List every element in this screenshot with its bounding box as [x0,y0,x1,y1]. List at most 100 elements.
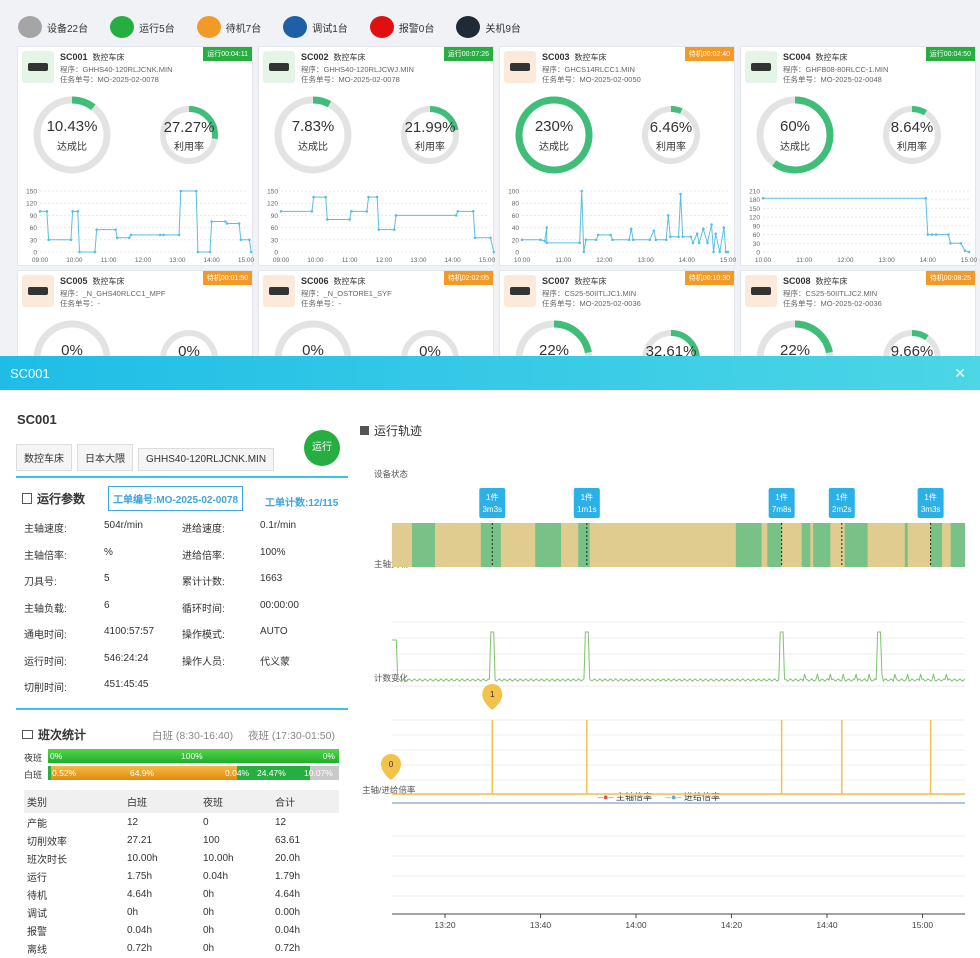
table-cell: 0h [127,906,139,918]
legend-item[interactable]: 调试1台 [283,16,348,38]
count-pin-label: 0 [389,760,394,769]
machine-card[interactable]: SC002 数控车床 程序：GHHS40-120RLJCWJ.MIN 任务单号：MO-… [258,46,495,266]
ring-svg [160,330,218,356]
chip-brand: 日本大隈 [77,444,133,471]
track-header: 运行轨迹 [360,422,422,439]
data-point [76,210,80,213]
count-pin-label: 1 [490,690,495,699]
program-line: 程序：GHCS14RLCC1.MIN [542,65,635,74]
param-label: 主轴倍率: [24,550,67,562]
machine-thumbnail [504,275,536,307]
ring-value: 21.99% [404,119,456,136]
data-point [710,223,713,226]
ring-value: 6.46% [649,119,693,136]
machine-card[interactable]: SC008 数控车床 程序：CS25-50IITLJC2.MIN 任务单号：MO-20… [740,270,976,356]
legend-dot [283,16,308,38]
ring-gauge: 8.64% 利用率 [881,104,943,166]
y-tick-label: 60 [271,225,279,232]
param-value: 6 [104,599,110,611]
ring-svg [33,96,111,174]
y-tick-label: 180 [749,197,760,204]
program-line: 程序：GHFB08-80RLCC-1.MIN [783,65,889,74]
order-number: 工单编号:MO-2025-02-0078 [108,486,244,511]
piece-marker-count: 1件 [486,492,498,502]
data-point [249,250,253,254]
ring-track [274,320,352,356]
ring-label: 达成比 [539,142,569,153]
machine-card-grid: SC001 数控车床 程序：GHHS40-120RLJCNK.MIN 任务单号：MO-… [16,46,980,356]
ring-value: 230% [534,118,574,135]
ring-gauge: 0%达成比 [32,319,112,356]
y-tick-label: 150 [26,189,37,196]
param-label: 主轴负载: [24,603,67,615]
ring-value: 0% [419,343,441,356]
data-point [375,195,379,199]
x-tick-label: 14:20 [721,920,743,930]
ring-label: 达成比 [298,142,328,153]
label-load: 主轴负载 [374,559,409,569]
piece-marker-box [573,488,600,518]
data-point [949,241,952,245]
machine-chips: 数控车床 日本大隈 GHHS40-120RLJCNK.MIN [16,444,279,471]
x-tick-label: 15:00 [912,920,934,930]
machine-card[interactable]: SC005 数控车床 程序：_N_GHS40RLCC1_MPF 任务单号：- 待机00:… [17,270,253,356]
program-line: 程序：_N_OSTORE1_SYF [301,289,392,298]
track-title: 运行轨迹 [374,424,423,438]
list-icon [22,493,32,504]
y-tick-label: 90 [271,213,279,220]
task-line: 任务单号：MO-2025-02-0078 [60,75,159,84]
data-point [666,214,670,217]
x-tick-label: 14:00 [920,257,937,264]
table-row: 调试 0h 0h 0.00h [24,903,339,921]
ring-progress [274,96,352,174]
y-tick-label: 0 [33,250,37,257]
x-tick-label: 13:40 [530,920,552,930]
table-cell: 报警 [27,926,47,938]
table-cell: 63.61 [275,834,301,846]
status-tag: 运行00:04:50 [925,47,975,61]
legend-item[interactable]: 待机7台 [196,16,261,38]
table-cell: 0.04h [127,924,153,936]
legend-label: 运行5台 [139,23,175,35]
night-bar: 0% 100% 0% [48,749,339,763]
ring-svg [883,106,941,164]
machine-card[interactable]: SC004 数控车床 程序：GHFB08-80RLCC-1.MIN 任务单号：MO-2… [740,46,977,266]
machine-id: SC007 数控车床 [542,276,607,287]
machine-card[interactable]: SC003 数控车床 程序：GHCS14RLCC1.MIN 任务单号：MO-2025-… [499,46,736,266]
data-point [239,238,243,242]
data-point [629,227,633,231]
legend-item[interactable]: 设备22台 [18,16,88,38]
table-cell: 0.72h [127,942,153,954]
table-cell: 产能 [27,818,47,830]
param-value: % [104,546,113,558]
legend-item[interactable]: 报警0台 [369,16,434,38]
machine-card[interactable]: SC006 数控车床 程序：_N_OSTORE1_SYF 任务单号：- 待机02:02:… [258,270,494,356]
run-status-button[interactable]: 运行 [304,430,340,466]
data-point [582,250,586,254]
machine-card[interactable]: SC001 数控车床 程序：GHHS40-120RLJCNK.MIN 任务单号：MO-… [17,46,254,266]
data-point [456,210,460,213]
data-point [350,210,353,213]
table-row: 班次时长 10.00h 10.00h 20.0h [24,849,339,867]
ring-gauge: 10.43% 达成比 [32,95,112,175]
order-count: 工单计数:12/115 [265,498,339,509]
ring-label: 利用率 [897,142,927,153]
x-tick-label: 12:00 [837,257,854,264]
close-icon[interactable]: ✕ [954,365,966,381]
legend-item[interactable]: 关机9台 [456,16,521,38]
machine-name: SC001 [17,412,57,427]
status-band-idle [392,523,965,567]
machine-card[interactable]: SC007 数控车床 程序：CS25-50IITLJC1.MIN 任务单号：MO-20… [499,270,735,356]
modal-title: SC001 [10,366,50,381]
day-bar-val: 24.47% [257,768,286,778]
status-tag: 待机00:02:40 [684,47,734,61]
x-tick-label: 13:00 [878,257,895,264]
machine-detail-modal: SC001 ✕ SC001 数控车床 日本大隈 GHHS40-120RLJCNK.M… [0,356,980,958]
y-tick-label: 0 [274,250,278,257]
table-cell: 100 [203,834,220,846]
data-point [654,238,658,242]
data-point [967,250,971,254]
ring-svg [33,320,111,356]
legend-item[interactable]: 运行5台 [110,16,175,38]
ring-value: 0% [178,343,200,356]
